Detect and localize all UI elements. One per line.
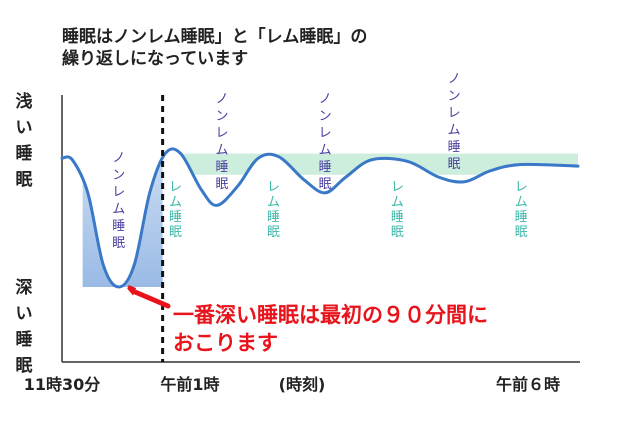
rem-label-char: 眠: [267, 225, 280, 240]
annotation-line-1: 一番深い睡眠は最初の９０分間に: [173, 303, 488, 327]
nonrem-label-char: レ: [448, 106, 461, 121]
nonrem-label: ノンレム睡眠: [112, 151, 125, 251]
sleep-depth-line: [60, 147, 580, 289]
x-tick-label: (時刻): [279, 375, 326, 394]
rem-label-char: 眠: [391, 225, 404, 240]
nonrem-label-char: ム: [112, 202, 125, 217]
rem-label-char: 睡: [515, 210, 528, 225]
nonrem-label-char: ノ: [112, 151, 125, 166]
rem-label-char: レ: [169, 180, 182, 195]
nonrem-label-char: 睡: [319, 160, 332, 175]
nonrem-label-char: ン: [319, 109, 332, 124]
nonrem-label: ノンレム睡眠: [215, 92, 228, 192]
nonrem-label-char: ム: [215, 143, 228, 158]
rem-label-char: レ: [515, 180, 528, 195]
nonrem-label-char: 眠: [215, 177, 228, 192]
y-label-deep-char: い: [16, 304, 33, 324]
y-label-shallow-char: 眠: [16, 170, 33, 190]
rem-label: レム睡眠: [515, 180, 528, 240]
rem-label: レム睡眠: [391, 180, 404, 240]
y-label-shallow-char: 睡: [16, 143, 33, 164]
nonrem-label: ノンレム睡眠: [448, 72, 461, 172]
nonrem-label-char: レ: [215, 126, 228, 141]
nonrem-label-char: ン: [215, 109, 228, 124]
nonrem-label-char: ン: [448, 89, 461, 104]
rem-label: レム睡眠: [169, 180, 182, 240]
nonrem-label-char: ム: [319, 143, 332, 158]
x-tick-label: 11時30分: [24, 375, 101, 394]
rem-label-char: ム: [169, 195, 182, 210]
rem-label-char: レ: [267, 180, 280, 195]
rem-label-char: レ: [391, 180, 404, 195]
rem-label-char: 眠: [515, 225, 528, 240]
y-label-deep-char: 睡: [16, 329, 33, 350]
nonrem-label-char: 眠: [448, 157, 461, 172]
nonrem-label-char: ノ: [319, 92, 332, 107]
x-tick-labels: 11時30分 午前1時 (時刻) 午前６時: [24, 375, 560, 394]
nonrem-label-char: 眠: [112, 236, 125, 251]
nonrem-label-char: レ: [319, 126, 332, 141]
y-label-shallow-char: 浅: [16, 91, 33, 112]
rem-label-char: ム: [391, 195, 404, 210]
nonrem-label-char: 睡: [215, 160, 228, 175]
annotation-line-2: おこります: [173, 331, 278, 355]
nonrem-label: ノンレム睡眠: [319, 92, 332, 192]
axes: [61, 95, 580, 363]
title-line-2: 繰り返しになっています: [62, 48, 248, 69]
nonrem-label-char: ン: [112, 168, 125, 183]
rem-label-char: ム: [267, 195, 280, 210]
y-label-shallow-char: い: [16, 118, 33, 138]
nonrem-label-char: ノ: [215, 92, 228, 107]
nonrem-label-char: レ: [112, 185, 125, 200]
nonrem-label-char: 眠: [319, 177, 332, 192]
x-tick-label: 午前６時: [496, 375, 560, 394]
nonrem-label-char: 睡: [448, 140, 461, 155]
rem-label-char: 睡: [391, 210, 404, 225]
nonrem-label-char: ム: [448, 123, 461, 138]
rem-label: レム睡眠: [267, 180, 280, 240]
rem-label-char: 睡: [267, 210, 280, 225]
nonrem-label-char: 睡: [112, 219, 125, 234]
annotation-arrow: [133, 291, 171, 309]
rem-label-char: 眠: [169, 225, 182, 240]
rem-label-char: ム: [515, 195, 528, 210]
y-label-deep-char: 眠: [16, 356, 33, 376]
title-line-1: 睡眠はノンレム睡眠」と「レム睡眠」の: [62, 26, 367, 47]
y-label-deep-char: 深: [16, 277, 33, 298]
chart-title: 睡眠はノンレム睡眠」と「レム睡眠」の 繰り返しになっています: [62, 26, 367, 69]
nonrem-label-char: ノ: [448, 72, 461, 87]
rem-label-char: 睡: [169, 210, 182, 225]
series-group: [60, 147, 580, 289]
x-tick-label: 午前1時: [160, 375, 219, 394]
